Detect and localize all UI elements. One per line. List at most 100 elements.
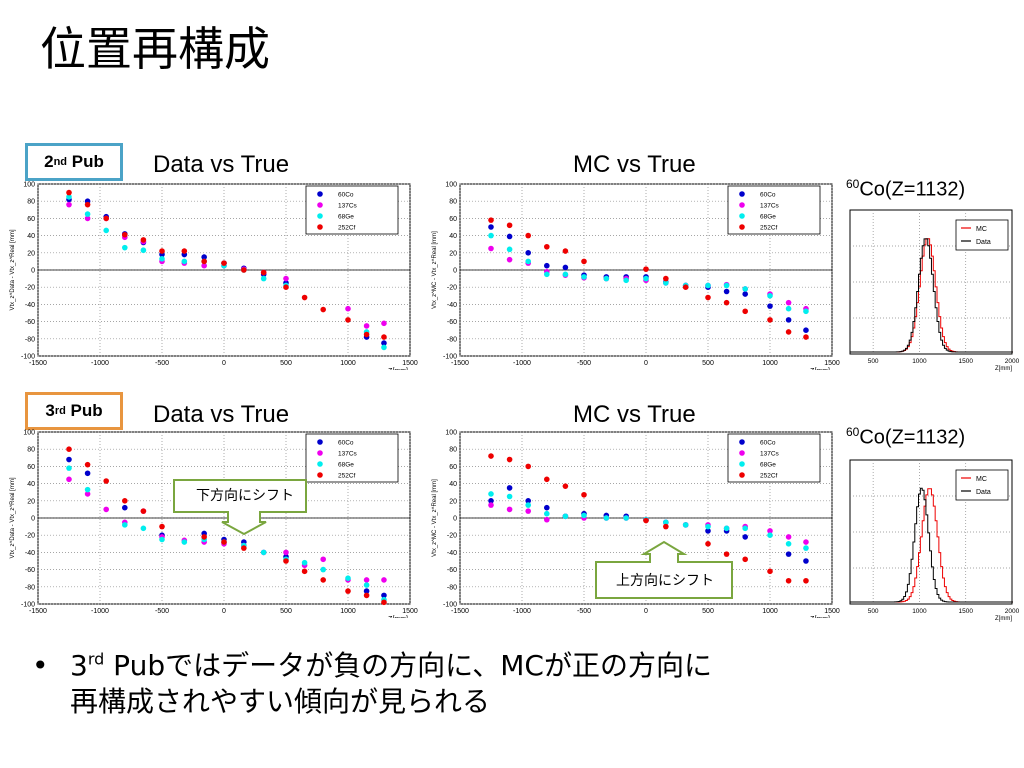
badge-num: 3 [45,401,55,420]
data-point [506,493,513,500]
data-point [562,483,569,489]
data-point [381,340,387,346]
legend-box [955,219,1009,251]
data-point [525,502,531,508]
x-tick-label: 0 [222,360,226,367]
x-tick-label: 1500 [824,608,840,615]
data-point [241,267,247,273]
data-point [723,282,730,289]
x-tick-label: 1000 [340,360,356,367]
legend-label: MC [976,226,987,233]
legend-label: 252Cf [338,473,356,480]
data-point [705,528,711,534]
y-tick-label: 80 [449,199,457,206]
data-point [803,545,809,551]
data-point [381,334,387,340]
x-tick-label: 500 [702,608,714,615]
data-point [320,556,327,563]
data-point [663,275,669,282]
data-point [544,243,550,250]
co-title-text: Co(Z=1132) [859,426,966,449]
data-point [320,577,327,583]
scatter-2nd-data: -1500 -1000 -500 0 500 1000 1500-100-80-60-40-… [10,182,418,371]
y-axis-label: Vtx_z^MC - Vtx_z^Real [mm] [432,231,438,309]
legend-label: 68Ge [338,462,354,469]
data-point [785,551,792,557]
y-tick-label: 20 [449,250,457,257]
y-tick-label: -80 [25,336,35,343]
legend-marker [317,224,323,230]
legend-label: 252Cf [760,225,778,232]
data-point [742,308,748,315]
legend-marker [317,450,323,456]
x-tick-label: -500 [155,608,169,615]
data-point [66,201,72,208]
data-point [201,262,207,269]
data-point [103,215,109,222]
data-point [767,293,773,299]
data-point [140,525,147,532]
y-tick-label: -40 [25,302,35,309]
data-point [643,275,649,282]
badge-sup: rd [54,405,66,417]
data-point [363,323,370,329]
data-point [562,248,569,254]
data-point [84,461,91,468]
legend-marker [739,202,745,208]
scatter-2nd-mc: -1500 -1000 -500 0 500 1000 1500-100-80-60-40-… [432,182,840,371]
data-point [301,568,308,575]
data-point [122,231,128,238]
x-tick-label: 500 [280,608,292,615]
data-point [785,317,792,323]
y-tick-label: -20 [25,285,35,292]
data-point [488,502,494,508]
data-point [381,592,387,599]
data-point [581,491,587,498]
x-tick-label: -1000 [513,360,531,367]
x-tick-label: -1000 [91,360,109,367]
legend-marker [317,439,323,445]
data-point [66,446,72,452]
data-point [488,224,494,230]
data-point [767,568,773,575]
data-point [201,258,207,265]
scatter-3rd-data: -1500 -1000 -500 0 500 1000 1500-100-80-60-40-… [10,430,418,619]
data-point [66,456,72,463]
data-point [581,258,587,265]
data-point [767,532,773,538]
data-point [785,534,792,540]
callout-down-arrow [173,479,307,536]
data-point [506,233,513,240]
row1-left-title: Data vs True [153,151,290,178]
x-tick-label: -1500 [451,608,469,615]
x-tick-label: -500 [577,608,591,615]
x-axis-label: Z[mm] [810,368,830,370]
legend-label: 252Cf [760,473,778,480]
bullet-line-2: 再構成されやすい傾向が見られる [70,685,491,719]
bullet-num: 3 [70,649,88,682]
data-point [581,512,587,519]
scatter-3rd-mc: -1500 -1000 -500 0 500 1000 1500-100-80-60-40-… [432,430,840,619]
y-tick-label: 100 [23,182,35,189]
co-sup: 60 [846,425,860,439]
data-point [488,217,494,223]
x-tick-label: 1000 [340,608,356,615]
data-point [803,558,809,564]
legend-marker [317,191,323,197]
data-point [320,566,327,573]
data-point [140,237,147,243]
y-axis-label: Vtx_z^MC - Vtx_z^Real [mm] [432,479,438,557]
data-point [84,491,91,497]
legend-marker [317,461,323,467]
badge-text: Pub [67,152,104,171]
y-tick-label: -60 [447,319,457,326]
data-point [363,577,370,583]
data-point [581,274,587,280]
data-point [643,517,649,524]
x-tick-label: 1000 [762,608,778,615]
data-point [283,549,289,556]
bullet-list: • 3rd Pubではデータが負の方向に、MCが正の方向に 再構成されやすい傾向… [32,648,1000,721]
co-sup: 60 [846,177,860,191]
data-point [767,317,773,323]
